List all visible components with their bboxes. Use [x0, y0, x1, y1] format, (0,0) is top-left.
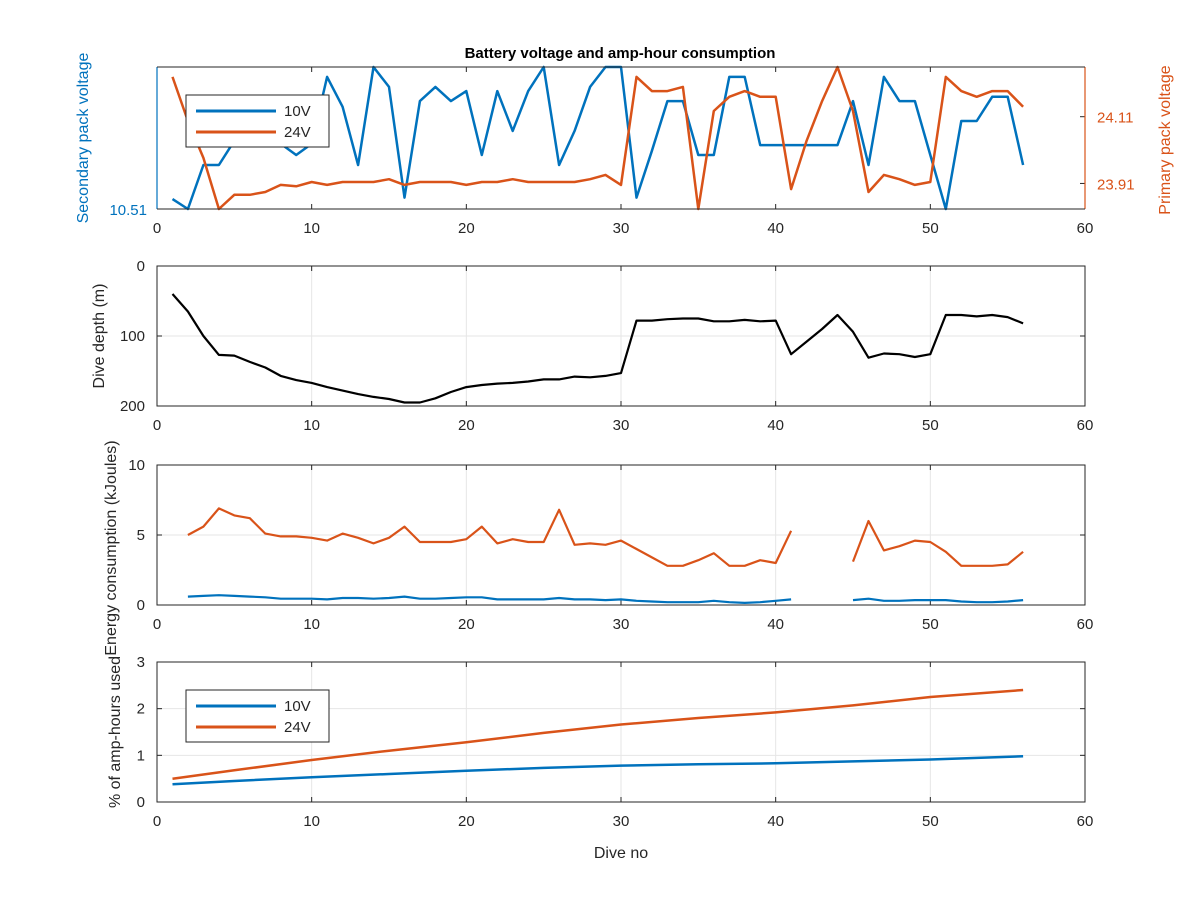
y-right-axis-label: Primary pack voltage [1157, 65, 1174, 214]
x-tick-label: 40 [767, 220, 784, 237]
x-tick-label: 20 [458, 417, 475, 434]
x-tick-label: 20 [458, 220, 475, 237]
series-line-24V [172, 688, 1024, 780]
legend-label: 24V [284, 719, 311, 736]
y-tick-label: 0 [137, 597, 145, 614]
x-tick-label: 40 [767, 616, 784, 633]
x-tick-label: 50 [922, 813, 939, 830]
y-left-axis-label: Secondary pack voltage [75, 53, 92, 224]
figure-title: Battery voltage and amp-hour consumption [465, 45, 776, 62]
x-tick-label: 0 [153, 220, 161, 237]
chart-energy: 0 10 20 30 40 50 60 0 5 10 Energy consumption (kJo… [103, 440, 1093, 655]
x-tick-label: 30 [613, 616, 630, 633]
x-axis-label: Dive no [594, 845, 648, 862]
y-axis-label: % of amp-hours used [107, 656, 124, 808]
y-tick-label: 200 [120, 398, 145, 415]
x-tick-label: 0 [153, 616, 161, 633]
x-tick-label: 0 [153, 813, 161, 830]
y-tick-label: 2 [137, 701, 145, 718]
x-tick-label: 0 [153, 417, 161, 434]
series-line-10V [187, 594, 1024, 604]
x-tick-label: 60 [1077, 616, 1094, 633]
legend-label: 24V [284, 124, 311, 141]
x-tick-label: 50 [922, 616, 939, 633]
y-axis-label: Energy consumption (kJoules) [103, 440, 120, 655]
y-right-tick-label: 23.91 [1097, 176, 1135, 193]
x-tick-label: 30 [613, 417, 630, 434]
chart-depth: 0 10 20 30 40 50 60 0 100 200 Dive depth (m) [91, 258, 1093, 434]
y-tick-label: 1 [137, 747, 145, 764]
legend-box [185, 94, 330, 148]
x-tick-label: 60 [1077, 417, 1094, 434]
x-tick-label: 50 [922, 417, 939, 434]
x-tick-label: 10 [303, 813, 320, 830]
x-tick-label: 60 [1077, 220, 1094, 237]
y-axis-label: Dive depth (m) [91, 284, 108, 389]
y-tick-label: 3 [137, 654, 145, 671]
x-tick-label: 30 [613, 220, 630, 237]
x-tick-label: 20 [458, 813, 475, 830]
axes-frame [156, 265, 1086, 407]
y-tick-label: 100 [120, 328, 145, 345]
series-line-24V [187, 507, 1024, 567]
x-tick-label: 10 [303, 616, 320, 633]
x-tick-label: 10 [303, 220, 320, 237]
chart-voltage: 0 10 20 30 40 50 60 10.51 24.11 23.91 Secondary pa… [75, 53, 1174, 237]
legend-box [185, 689, 330, 743]
axes-frame [156, 464, 1086, 606]
series-line-24V [171, 65, 1024, 211]
y-tick-label: 0 [137, 794, 145, 811]
x-tick-label: 60 [1077, 813, 1094, 830]
x-tick-label: 40 [767, 417, 784, 434]
legend-label: 10V [284, 103, 311, 120]
y-tick-label: 5 [137, 527, 145, 544]
y-right-tick-label: 24.11 [1097, 110, 1133, 127]
axes-frame [156, 661, 1086, 803]
y-tick-label: 10 [128, 457, 145, 474]
x-tick-label: 20 [458, 616, 475, 633]
x-tick-label: 50 [922, 220, 939, 237]
series-line-10V [172, 755, 1024, 786]
x-tick-label: 10 [303, 417, 320, 434]
x-tick-label: 30 [613, 813, 630, 830]
x-tick-label: 40 [767, 813, 784, 830]
y-tick-label: 0 [137, 258, 145, 275]
legend-label: 10V [284, 698, 311, 715]
series-line-depth [171, 293, 1024, 404]
y-left-tick-label: 10.51 [109, 202, 147, 219]
